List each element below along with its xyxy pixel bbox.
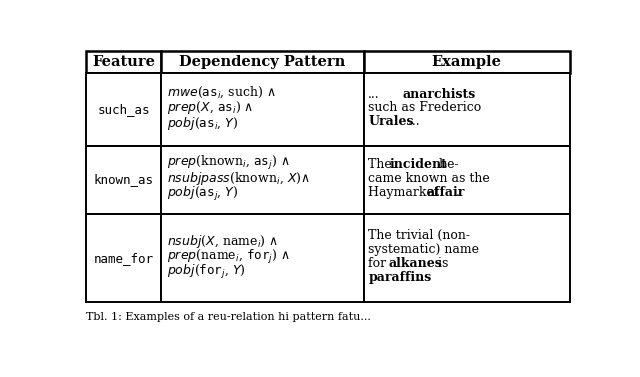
Bar bbox=[161, 146, 364, 214]
Bar bbox=[86, 73, 161, 146]
Bar bbox=[86, 146, 161, 214]
Text: paraffins: paraffins bbox=[368, 271, 431, 284]
Text: anarchists: anarchists bbox=[402, 87, 476, 101]
Bar bbox=[161, 73, 364, 146]
Text: $\mathit{prep}$(known$_i$, $\mathtt{as}_j$) $\wedge$: $\mathit{prep}$(known$_i$, $\mathtt{as}_… bbox=[167, 154, 289, 172]
Text: $\mathit{pobj}$($\mathtt{as}_i$, $Y$): $\mathit{pobj}$($\mathtt{as}_i$, $Y$) bbox=[167, 115, 238, 132]
Text: Dependency Pattern: Dependency Pattern bbox=[179, 55, 345, 69]
Bar bbox=[364, 51, 570, 73]
Text: $\mathit{nsubj}$($X$, name$_i$) $\wedge$: $\mathit{nsubj}$($X$, name$_i$) $\wedge$ bbox=[167, 233, 278, 250]
Text: $\mathit{prep}$($X$, $\mathtt{as}_i$) $\wedge$: $\mathit{prep}$($X$, $\mathtt{as}_i$) $\… bbox=[167, 100, 253, 116]
Text: $\mathit{pobj}$($\mathtt{as}_j$, $Y$): $\mathit{pobj}$($\mathtt{as}_j$, $Y$) bbox=[167, 185, 238, 203]
Text: ...: ... bbox=[404, 115, 419, 128]
Text: The trivial (non-: The trivial (non- bbox=[368, 229, 470, 242]
Bar bbox=[364, 73, 570, 146]
Text: be-: be- bbox=[435, 158, 458, 171]
Text: Example: Example bbox=[432, 55, 502, 69]
Text: ...: ... bbox=[368, 87, 380, 101]
Bar bbox=[161, 214, 364, 302]
Text: $\mathit{prep}$(name$_i$, $\mathtt{for}_j$) $\wedge$: $\mathit{prep}$(name$_i$, $\mathtt{for}_… bbox=[167, 248, 290, 266]
Text: systematic) name: systematic) name bbox=[368, 243, 479, 256]
Bar bbox=[86, 51, 161, 73]
Text: name_for: name_for bbox=[93, 251, 154, 265]
Text: Tbl. 1: Examples of a reu-relation hi pattern fatu...: Tbl. 1: Examples of a reu-relation hi pa… bbox=[86, 312, 371, 322]
Bar bbox=[364, 214, 570, 302]
Text: .: . bbox=[456, 186, 460, 199]
Text: .: . bbox=[417, 271, 421, 284]
Text: for: for bbox=[368, 257, 394, 270]
Bar bbox=[364, 146, 570, 214]
Text: Haymarket: Haymarket bbox=[368, 186, 443, 199]
Text: $\mathit{mwe}$($\mathtt{as}_i$, such) $\wedge$: $\mathit{mwe}$($\mathtt{as}_i$, such) $\… bbox=[167, 85, 276, 100]
Text: $\mathit{nsubjpass}$(known$_i$, $X$)$\wedge$: $\mathit{nsubjpass}$(known$_i$, $X$)$\we… bbox=[167, 170, 310, 187]
Text: affair: affair bbox=[426, 186, 465, 199]
Text: incident: incident bbox=[390, 158, 448, 171]
Text: Urales: Urales bbox=[368, 115, 414, 128]
Bar bbox=[161, 51, 364, 73]
Text: The: The bbox=[368, 158, 396, 171]
Text: is: is bbox=[430, 257, 449, 270]
Text: known_as: known_as bbox=[93, 173, 154, 187]
Bar bbox=[86, 214, 161, 302]
Text: Feature: Feature bbox=[92, 55, 155, 69]
Text: such_as: such_as bbox=[97, 103, 150, 116]
Text: $\mathit{pobj}$($\mathtt{for}_j$, $Y$): $\mathit{pobj}$($\mathtt{for}_j$, $Y$) bbox=[167, 263, 246, 281]
Text: such as Frederico: such as Frederico bbox=[368, 101, 481, 115]
Text: alkanes: alkanes bbox=[388, 257, 442, 270]
Text: came known as the: came known as the bbox=[368, 172, 490, 185]
